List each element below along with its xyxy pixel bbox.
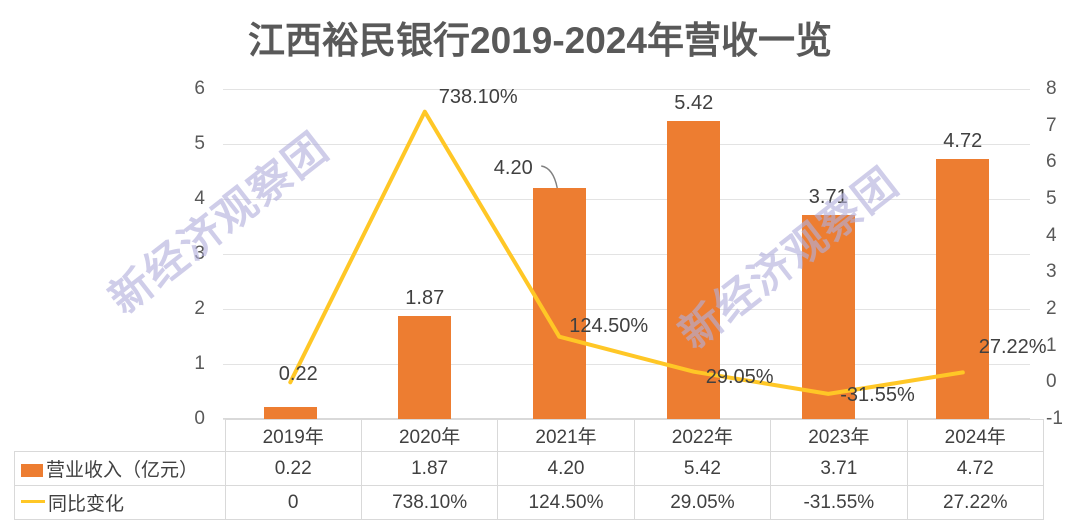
table-cell: 3.71	[770, 451, 908, 486]
legend-line-swatch-icon	[21, 500, 45, 504]
table-cell: 1.87	[360, 451, 499, 486]
bar-value-label: 0.22	[278, 362, 318, 385]
table-row: 同比变化 0 738.10% 124.50% 29.05% -31.55% 27.22%	[14, 485, 1045, 520]
y-axis-left-tick: 0	[194, 408, 205, 429]
data-table: 2019年 2020年 2021年 2022年 2023年 2024年营业收入（亿元） 0.…	[14, 419, 1045, 520]
bar-value-label: 5.42	[674, 91, 714, 114]
bar-value-label: 3.71	[808, 185, 848, 208]
gridline	[223, 309, 1030, 310]
table-header-row: 2019年 2020年 2021年 2022年 2023年 2024年	[15, 419, 1045, 452]
table-column-header: 2021年	[497, 419, 635, 452]
bar	[801, 214, 855, 419]
table-row-header: 营业收入（亿元）	[14, 451, 226, 486]
leader-line	[541, 165, 558, 189]
gridline	[223, 364, 1030, 365]
table-row-header: 同比变化	[14, 485, 226, 520]
table-cell: 0	[224, 485, 362, 520]
y-axis-right-tick: 5	[1046, 188, 1057, 209]
y-axis-left-tick: 2	[194, 298, 205, 319]
y-axis-right-tick: 7	[1046, 114, 1057, 136]
table-cell: 5.42	[633, 451, 772, 486]
bar	[398, 316, 452, 419]
bar-value-label: 1.87	[405, 287, 445, 310]
plot-area: 0 1 2 3 4 5 6 -1 0 1 2 3 4 5 6 7 8 738.10% 124.50% 29.05%…	[194, 78, 1062, 429]
y-axis-right-tick: 3	[1046, 261, 1057, 283]
bar	[263, 406, 317, 419]
y-axis-right-tick: 4	[1046, 224, 1057, 246]
table-cell: 0.22	[224, 451, 362, 486]
table-column-header: 2019年	[224, 419, 362, 452]
y-axis-left-tick: 1	[194, 353, 205, 374]
table-cell: 27.22%	[906, 485, 1045, 520]
trend-line	[288, 109, 965, 396]
gridline	[223, 89, 1030, 90]
y-axis-right-tick: 8	[1046, 78, 1057, 99]
legend-label: 营业收入（亿元）	[46, 460, 199, 481]
line-series	[288, 109, 965, 396]
gridline	[223, 144, 1030, 145]
line-value-label: 27.22%	[978, 336, 1047, 359]
table-column-header: 2022年	[633, 419, 772, 452]
legend-bar-swatch-icon	[21, 464, 43, 478]
legend-label: 同比变化	[48, 494, 125, 515]
table-column-header: 2020年	[360, 419, 499, 452]
chart-title: 江西裕民银行2019-2024年营收一览	[248, 20, 832, 61]
y-axis-right-tick: 6	[1046, 151, 1057, 173]
y-axis-left-tick: 4	[194, 188, 205, 209]
table-cell: -31.55%	[770, 485, 908, 520]
line-value-label: 29.05%	[705, 365, 774, 388]
bar-value-label: 4.72	[943, 130, 983, 153]
y-axis-right-tick: 1	[1046, 334, 1057, 356]
gridline	[223, 254, 1030, 255]
y-axis-left-tick: 3	[194, 243, 205, 264]
table-column-header: 2023年	[770, 419, 908, 452]
bar-value-label: 4.20	[493, 157, 533, 179]
line-value-label: -31.55%	[840, 383, 915, 406]
line-value-label: 738.10%	[438, 85, 518, 108]
table-cell: 29.05%	[633, 485, 772, 520]
bar	[667, 120, 721, 419]
table-corner-cell	[15, 420, 226, 452]
table-row: 营业收入（亿元） 0.22 1.87 4.20 5.42 3.71 4.72	[14, 451, 1045, 486]
table-column-header: 2024年	[906, 419, 1045, 452]
y-axis-left-tick: 5	[194, 133, 205, 154]
table-cell: 4.72	[906, 451, 1045, 486]
x-axis-baseline	[223, 418, 1030, 419]
y-axis-right-tick: 0	[1046, 371, 1057, 393]
y-axis-right-tick: -1	[1046, 408, 1063, 429]
gridline	[223, 199, 1030, 200]
table-cell: 4.20	[497, 451, 635, 486]
line-value-label: 124.50%	[569, 314, 649, 337]
y-axis-right-tick: 2	[1046, 298, 1057, 319]
table-cell: 124.50%	[497, 485, 635, 520]
table-cell: 738.10%	[360, 485, 499, 520]
y-axis-left-tick: 6	[194, 78, 205, 99]
